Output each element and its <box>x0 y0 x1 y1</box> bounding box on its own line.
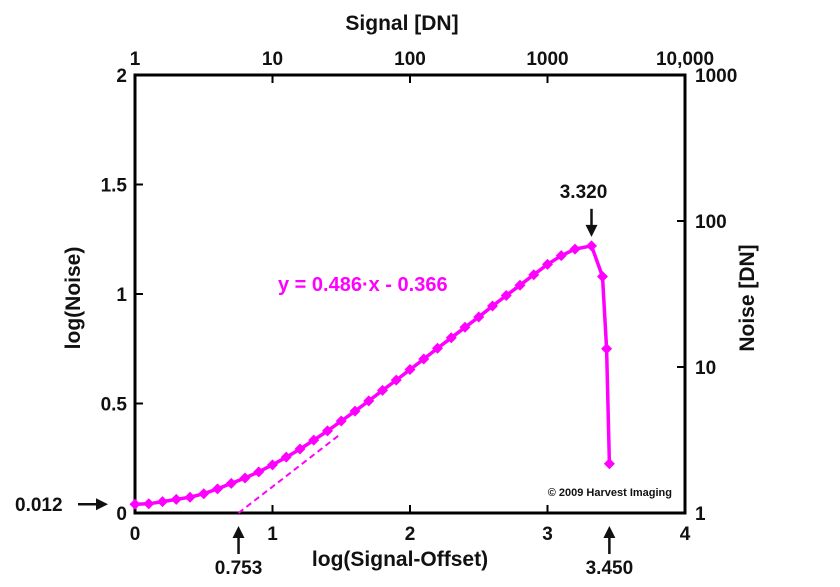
y2-tick-label: 1000 <box>695 66 737 87</box>
data-point <box>569 243 581 255</box>
data-point <box>198 488 210 500</box>
y-axis-title: log(Noise) <box>62 247 85 350</box>
fit-line-layer <box>237 432 342 514</box>
x-tick-label: 0 <box>130 524 141 545</box>
annotation-label: 0.753 <box>215 558 263 579</box>
data-point <box>597 270 608 282</box>
data-point <box>514 279 526 291</box>
data-point <box>294 443 306 455</box>
data-point <box>601 343 613 355</box>
data-point <box>432 342 443 354</box>
data-point <box>143 498 155 510</box>
data-point <box>487 300 498 312</box>
x-tick-label: 3 <box>542 524 553 545</box>
data-point <box>542 258 553 270</box>
annotation-label: 0.012 <box>15 495 63 516</box>
data-point <box>603 458 615 470</box>
x2-tick-label: 10 <box>262 49 283 70</box>
data-point <box>129 498 141 510</box>
y-tick-label: 1.5 <box>101 176 128 197</box>
annotation-label: 3.320 <box>560 182 608 203</box>
x-tick-label: 1 <box>267 524 278 545</box>
data-point <box>170 493 182 505</box>
y-tick-label: 1 <box>116 285 127 306</box>
arrow-head <box>585 224 598 237</box>
y-tick-label: 0.5 <box>101 395 128 416</box>
data-point <box>377 384 388 396</box>
data-point <box>239 472 251 484</box>
y2-tick-label: 100 <box>695 212 727 233</box>
arrow-head <box>232 526 245 538</box>
data-point <box>349 405 361 417</box>
data-point <box>390 374 402 386</box>
data-point <box>555 250 567 262</box>
x-tick-label: 2 <box>405 524 416 545</box>
data-point <box>253 466 265 478</box>
x2-tick-label: 1 <box>130 49 141 70</box>
y2-tick-label: 10 <box>695 358 716 379</box>
data-point <box>335 415 347 427</box>
arrow-head <box>603 526 616 538</box>
data-point <box>459 321 471 333</box>
x2-tick-label: 100 <box>394 49 426 70</box>
data-point <box>363 395 375 407</box>
y-tick-label: 0 <box>116 504 127 525</box>
plot-area <box>133 73 687 515</box>
y-tick-label: 2 <box>116 66 127 87</box>
data-point <box>157 496 168 508</box>
y2-axis-title: Noise [DN] <box>736 244 759 351</box>
data-point <box>280 451 292 463</box>
arrow-head <box>96 498 108 511</box>
fit-line <box>237 432 342 514</box>
copyright-text: © 2009 Harvest Imaging <box>548 487 672 499</box>
data-point <box>528 269 540 281</box>
data-point <box>418 353 430 365</box>
x2-axis-title: Signal [DN] <box>345 12 458 35</box>
annotation-label: 3.450 <box>586 558 634 579</box>
x-axis-title: log(Signal-Offset) <box>312 548 488 571</box>
data-point <box>308 434 320 446</box>
fit-equation: y = 0.486·x - 0.366 <box>278 274 448 296</box>
x2-tick-label: 10,000 <box>656 49 714 70</box>
y2-tick-label: 1 <box>695 504 706 525</box>
data-point <box>586 240 597 252</box>
data-point <box>322 425 333 437</box>
data-point <box>404 364 416 376</box>
annotation-layer: 0.012 0.753 3.450 3.320 <box>15 182 633 579</box>
data-point <box>473 311 485 323</box>
data-point <box>267 459 278 471</box>
x2-tick-label: 1000 <box>526 49 568 70</box>
series-layer <box>129 240 615 510</box>
data-point <box>184 491 196 503</box>
x-tick-label: 4 <box>680 524 691 545</box>
data-point <box>225 477 237 489</box>
data-point <box>212 483 223 495</box>
data-point <box>445 332 457 344</box>
data-point <box>500 290 512 302</box>
